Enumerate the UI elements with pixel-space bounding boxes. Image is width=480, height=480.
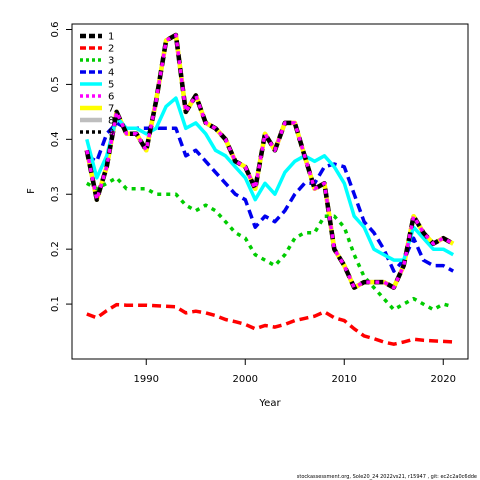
series-layer (84, 32, 455, 346)
y-tick-label: 0.3 (50, 186, 61, 202)
series-line-8 (84, 32, 455, 290)
x-tick-label: 1990 (134, 374, 159, 385)
x-tick-label: 2020 (431, 374, 456, 385)
legend-label-3: 3 (108, 56, 114, 67)
x-tick-label: 2000 (233, 374, 258, 385)
x-tick-label: 2010 (332, 374, 357, 385)
y-axis-title: F (26, 188, 37, 194)
series-line-4 (85, 121, 455, 273)
series-line-2 (86, 302, 454, 346)
x-axis-title: Year (258, 398, 281, 409)
series-line-3 (85, 176, 454, 312)
legend-label-6: 6 (108, 92, 114, 103)
legend-label-7: 7 (108, 104, 114, 115)
axes-layer: 1990 2000 2010 2020 0.1 0.2 0.3 0.4 0.5 0.6 (50, 22, 456, 385)
legend-label-1: 1 (108, 32, 114, 43)
y-tick-label: 0.6 (50, 22, 61, 38)
y-tick-label: 0.5 (50, 76, 61, 92)
series-line-7 (84, 32, 455, 290)
y-tick-label: 0.2 (50, 241, 61, 257)
y-tick-label: 0.4 (50, 131, 61, 147)
y-tick-label: 0.1 (50, 296, 61, 312)
series-line-1 (84, 32, 455, 290)
footer-credit: stockassessment.org, Sole20_24 2022vs21,… (296, 474, 477, 480)
legend-label-4: 4 (108, 68, 114, 79)
plot-frame (71, 23, 469, 360)
series-line-5 (85, 96, 455, 262)
legend-label-5: 5 (108, 80, 114, 91)
legend-label-9: 9 (108, 128, 114, 139)
legend-label-2: 2 (108, 44, 114, 55)
series-line-6 (85, 33, 455, 290)
series-line-9 (85, 33, 455, 290)
legend-label-8: 8 (108, 116, 114, 127)
